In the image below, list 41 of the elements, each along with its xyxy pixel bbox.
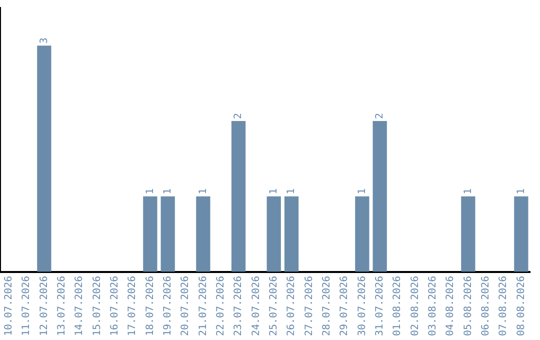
x-tick-label: 02.08.2026 [410, 276, 421, 336]
x-tick-label: 26.07.2026 [286, 276, 298, 336]
x-tick-label: 17.07.2026 [127, 276, 138, 336]
x-tick-label: 13.07.2026 [56, 276, 68, 336]
x-tick-label: 08.08.2026 [516, 276, 527, 336]
data-label: 2 [374, 113, 386, 120]
x-tick-label: 12.07.2026 [38, 276, 50, 336]
data-label: 1 [162, 188, 174, 194]
x-tick-label: 24.07.2026 [250, 276, 262, 336]
data-label: 1 [462, 188, 474, 194]
data-label: 1 [356, 188, 368, 194]
x-tick-label: 25.07.2026 [268, 276, 280, 336]
x-tick-label: 04.08.2026 [445, 276, 456, 336]
x-tick-label: 20.07.2026 [180, 276, 192, 336]
x-tick-label: 03.08.2026 [427, 276, 438, 336]
data-label: 1 [286, 188, 298, 194]
x-tick-label: 01.08.2026 [392, 276, 404, 336]
x-tick-label: 07.08.2026 [498, 276, 510, 336]
x-tick-label: 11.07.2026 [21, 276, 32, 336]
x-tick-label: 23.07.2026 [233, 276, 244, 336]
x-tick-label: 30.07.2026 [356, 276, 368, 336]
data-label: 3 [38, 38, 50, 44]
data-label: 1 [144, 188, 156, 194]
x-tick-label: 21.07.2026 [198, 276, 209, 336]
data-label: 1 [516, 188, 527, 194]
x-tick-label: 05.08.2026 [462, 276, 474, 336]
data-label: 2 [233, 113, 244, 120]
x-tick-label: 19.07.2026 [162, 276, 174, 336]
x-tick-label: 29.07.2026 [339, 276, 350, 336]
x-tick-label: 31.07.2026 [374, 276, 386, 336]
x-tick-label: 28.07.2026 [321, 276, 332, 336]
x-tick-label: 15.07.2026 [92, 276, 103, 336]
x-tick-label: 16.07.2026 [109, 276, 120, 336]
data-label: 1 [198, 188, 209, 194]
x-tick-label: 22.07.2026 [215, 276, 226, 336]
x-tick-label: 10.07.2026 [3, 276, 14, 336]
x-tick-label: 06.08.2026 [480, 276, 492, 336]
x-tick-label: 18.07.2026 [144, 276, 156, 336]
x-tick-label: 27.07.2026 [304, 276, 315, 336]
x-tick-label: 14.07.2026 [74, 276, 86, 336]
data-label: 1 [268, 188, 280, 194]
